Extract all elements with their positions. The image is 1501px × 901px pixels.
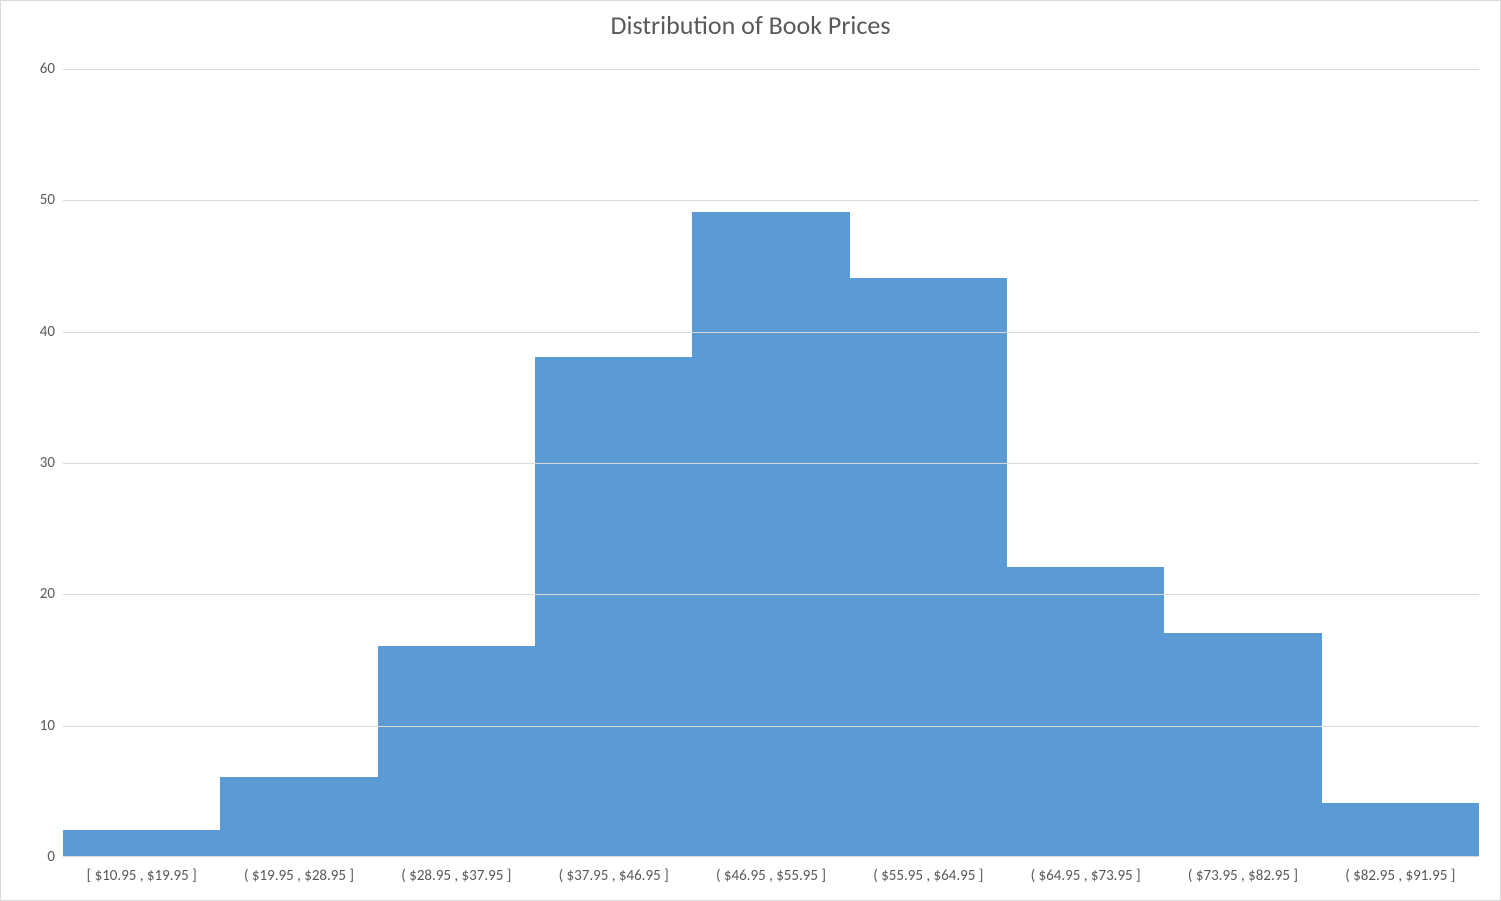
gridline <box>63 726 1479 727</box>
y-tick-label: 10 <box>7 717 55 735</box>
histogram-bar <box>220 777 377 856</box>
gridline <box>63 463 1479 464</box>
chart-title: Distribution of Book Prices <box>1 9 1500 41</box>
y-tick-label: 60 <box>7 60 55 78</box>
x-tick-label: ( $46.95 , $55.95 ] <box>692 867 849 885</box>
x-tick-label: ( $55.95 , $64.95 ] <box>850 867 1007 885</box>
histogram-bar <box>535 357 692 856</box>
x-tick-label: ( $73.95 , $82.95 ] <box>1164 867 1321 885</box>
x-tick-label: ( $64.95 , $73.95 ] <box>1007 867 1164 885</box>
y-tick-label: 0 <box>7 848 55 866</box>
gridline <box>63 200 1479 201</box>
gridline <box>63 69 1479 70</box>
x-axis-labels: [ $10.95 , $19.95 ]( $19.95 , $28.95 ]( … <box>63 867 1479 885</box>
chart-container: Distribution of Book Prices 010203040506… <box>0 0 1501 901</box>
y-tick-label: 30 <box>7 454 55 472</box>
gridline <box>63 594 1479 595</box>
histogram-bar <box>378 646 535 856</box>
x-tick-label: ( $82.95 , $91.95 ] <box>1322 867 1479 885</box>
histogram-bar <box>850 278 1007 856</box>
x-tick-label: ( $37.95 , $46.95 ] <box>535 867 692 885</box>
histogram-bar <box>1322 803 1479 856</box>
x-tick-label: ( $28.95 , $37.95 ] <box>378 867 535 885</box>
histogram-bar <box>1007 567 1164 856</box>
y-tick-label: 20 <box>7 585 55 603</box>
plot-area: 0102030405060 <box>63 69 1479 857</box>
gridline <box>63 332 1479 333</box>
x-tick-label: ( $19.95 , $28.95 ] <box>220 867 377 885</box>
histogram-bar <box>63 830 220 856</box>
y-tick-label: 50 <box>7 191 55 209</box>
x-tick-label: [ $10.95 , $19.95 ] <box>63 867 220 885</box>
histogram-bar <box>692 212 849 856</box>
y-tick-label: 40 <box>7 323 55 341</box>
histogram-bar <box>1164 633 1321 856</box>
